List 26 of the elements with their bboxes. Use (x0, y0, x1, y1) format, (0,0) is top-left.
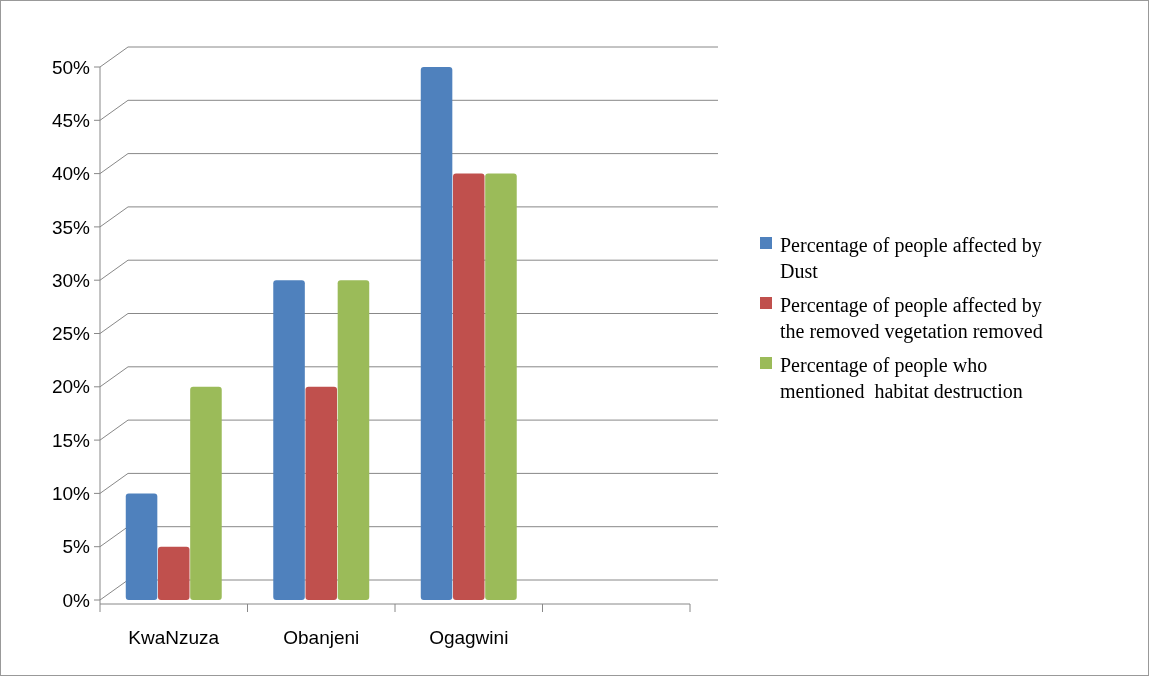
bar (485, 173, 517, 600)
legend-label: Percentage of people who mentioned habitat destruction (780, 354, 1023, 402)
x-tick-label: Obanjeni (283, 627, 360, 648)
y-tick-label: 45% (51, 109, 91, 131)
y-tick-label: 25% (51, 323, 91, 345)
bar (420, 67, 453, 600)
bar (273, 280, 305, 600)
legend-label: Percentage of people affected by the removed vegetation removed (780, 294, 1043, 343)
y-tick-label: 0% (62, 589, 91, 611)
y-tick-label: 40% (51, 163, 91, 185)
bar (190, 386, 222, 600)
bar (305, 386, 338, 600)
y-tick-label: 50% (51, 56, 91, 78)
bar (452, 173, 485, 600)
y-tick-label: 5% (62, 536, 91, 558)
y-tick-label: 30% (51, 269, 91, 291)
bar (337, 280, 370, 600)
x-tick-label: KwaNzuza (128, 627, 220, 648)
legend-label: Percentage of people affected by Dust (780, 234, 1042, 282)
bar (125, 493, 158, 600)
bar (157, 546, 190, 600)
y-tick-label: 15% (51, 429, 91, 451)
y-tick-label: 20% (51, 376, 91, 398)
y-tick-label: 10% (51, 483, 91, 505)
y-tick-label: 35% (51, 216, 91, 238)
x-tick-label: Ogagwini (429, 627, 509, 648)
